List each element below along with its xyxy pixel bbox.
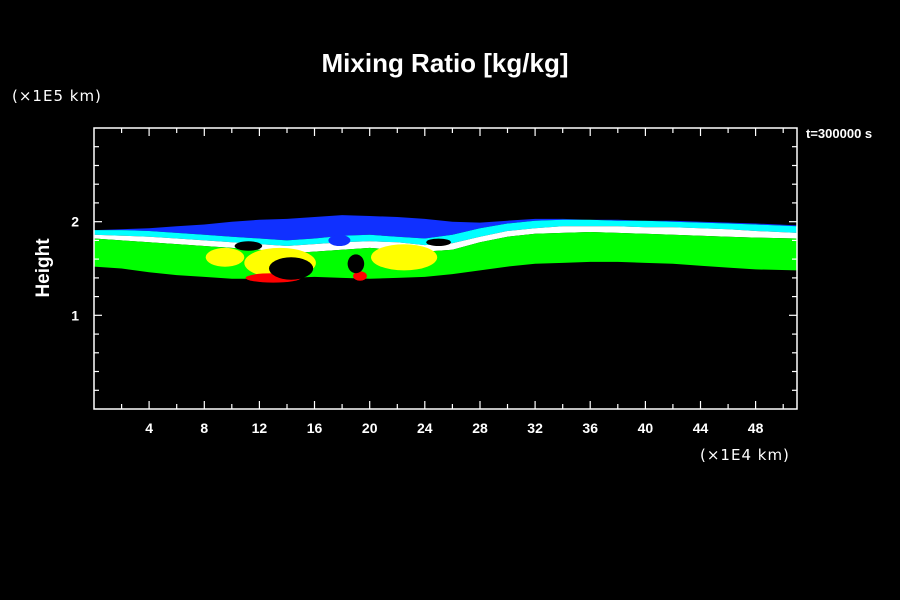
axis-ticks (94, 128, 797, 409)
blue-intrusion (328, 234, 351, 246)
x-tick-label: 28 (472, 420, 488, 436)
vortex-core-upper (234, 241, 263, 251)
mixing-ratio-field (94, 215, 797, 283)
blue-band (94, 215, 797, 241)
time-label: t=300000 s (806, 126, 872, 141)
plot-frame (93, 127, 798, 410)
x-tick-labels: 4 8 12 16 20 24 28 32 36 40 44 48 (145, 420, 763, 436)
yellow-curl-west (205, 247, 245, 267)
white-band (94, 226, 797, 254)
x-tick-label: 24 (417, 420, 433, 436)
x-tick-label: 16 (307, 420, 323, 436)
x-tick-label: 48 (748, 420, 764, 436)
x-tick-label: 4 (145, 420, 153, 436)
x-tick-label: 36 (582, 420, 598, 436)
cyan-band (94, 219, 797, 246)
yellow-curl-right (371, 244, 438, 271)
red-edge-right (353, 271, 367, 281)
vortex-core-mid (347, 254, 365, 274)
x-tick-label: 32 (527, 420, 543, 436)
x-unit-label: (×1E4 km) (700, 446, 790, 464)
x-tick-label: 20 (362, 420, 378, 436)
y-unit-label: (×1E5 km) (12, 87, 102, 105)
x-tick-label: 8 (200, 420, 208, 436)
chart-title: Mixing Ratio [kg/kg] (322, 48, 569, 78)
y-tick-labels: 12 (71, 214, 79, 324)
vortex-core-east (426, 238, 451, 246)
vortex-core-left (269, 257, 314, 280)
y-tick-label: 1 (71, 307, 79, 323)
y-tick-label: 2 (71, 214, 79, 230)
x-tick-label: 12 (252, 420, 268, 436)
x-tick-label: 40 (638, 420, 654, 436)
y-axis-label: Height (33, 238, 54, 298)
x-tick-label: 44 (693, 420, 709, 436)
